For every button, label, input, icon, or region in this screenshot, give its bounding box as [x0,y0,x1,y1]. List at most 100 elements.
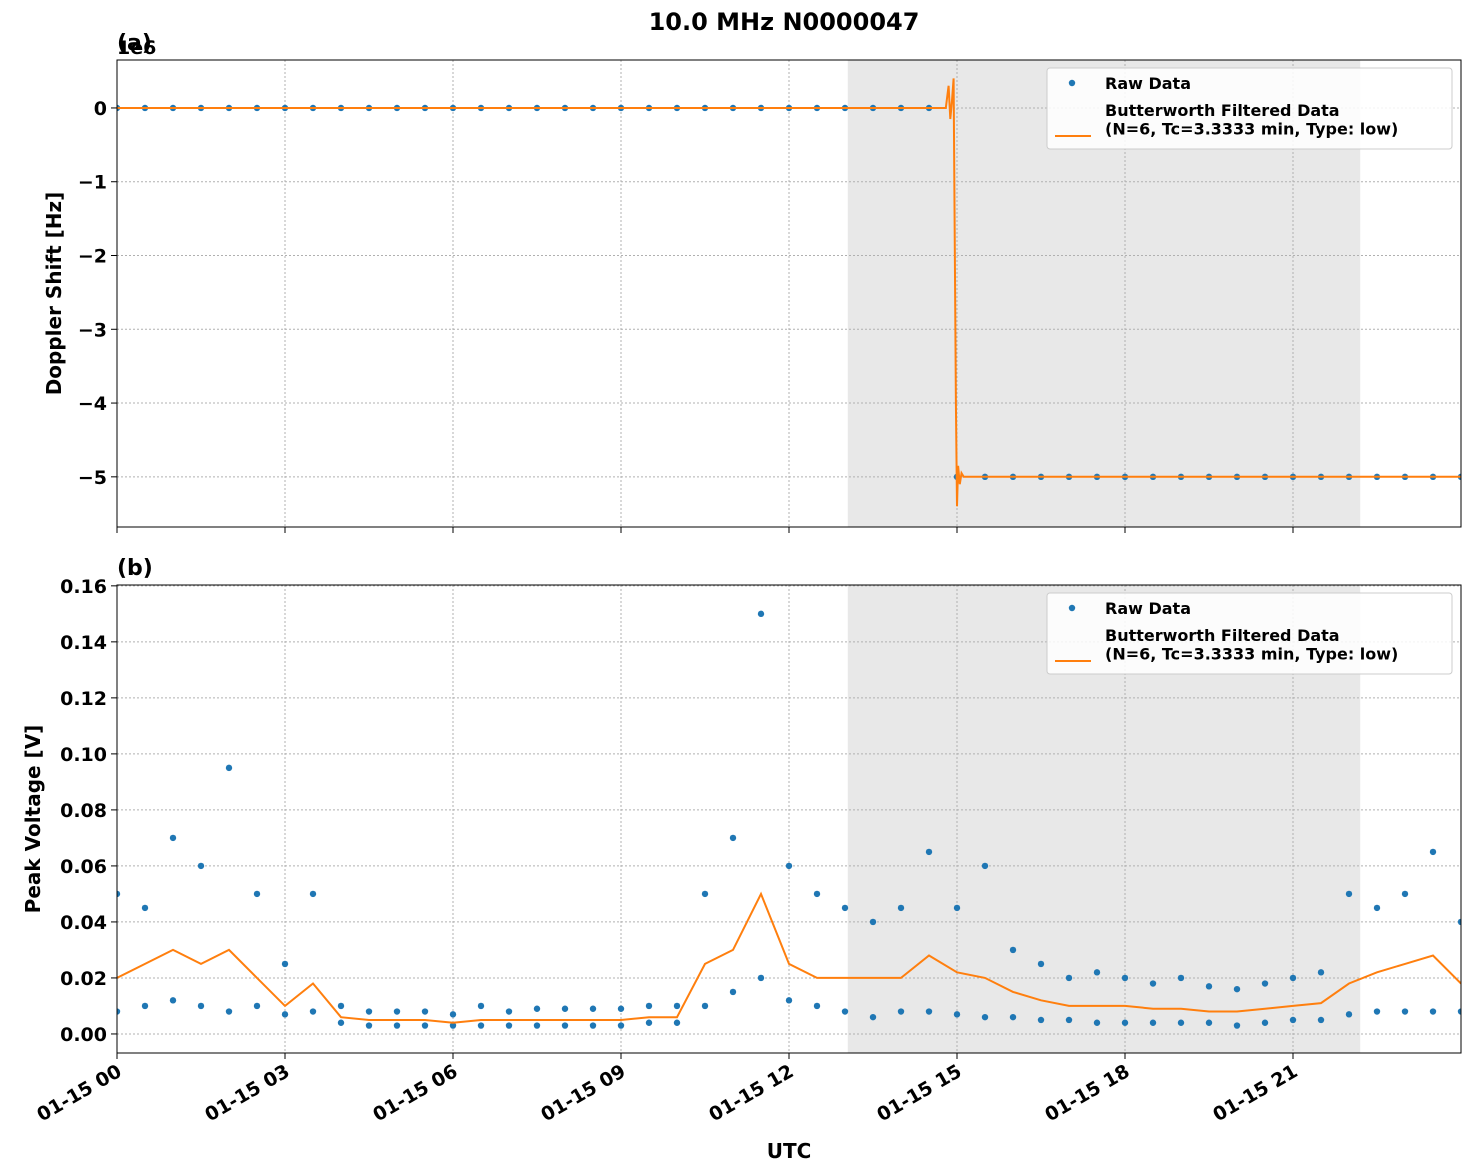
raw-point [477,1022,485,1029]
plot-area [117,78,1461,507]
raw-point [925,848,933,856]
raw-point [1149,980,1157,987]
raw-point [1037,1016,1045,1024]
raw-point [925,1008,933,1015]
x-tick-label: 01-15 03 [201,1060,293,1126]
y-tick-label: 0.12 [60,688,107,710]
legend-marker [1068,79,1076,87]
raw-point [897,1008,905,1015]
raw-point [281,1011,289,1018]
panel-label: (b) [117,556,153,581]
raw-point [841,1008,849,1015]
raw-point [1457,918,1461,926]
raw-point [841,904,849,912]
raw-point [365,1022,373,1029]
x-tick-label: 01-15 18 [1041,1060,1133,1126]
raw-point [617,1022,625,1029]
raw-point [1009,946,1017,954]
raw-point [1205,983,1213,990]
raw-point [1205,1019,1213,1026]
raw-point [505,1022,513,1029]
y-tick-label: 0.02 [60,968,107,990]
legend-label: Butterworth Filtered Data (N=6, Tc=3.3333… [1105,101,1398,138]
raw-point [1345,1011,1353,1018]
legend-box [1046,592,1453,675]
raw-point [1233,985,1241,993]
raw-point [645,1019,653,1026]
raw-point [1345,890,1353,898]
raw-point [757,610,765,618]
raw-point [421,1022,429,1029]
x-tick-label: 01-15 12 [705,1060,797,1126]
raw-point [1373,1008,1381,1015]
raw-point [1093,969,1101,976]
raw-point [1121,1019,1129,1026]
y-tick-label: 0 [94,98,107,120]
raw-point [953,904,961,912]
raw-point [869,918,877,926]
y-tick-label: 0.04 [60,912,107,934]
legend-marker [1068,604,1076,612]
plot-area [117,610,1461,1029]
y-tick-label: −4 [78,393,107,415]
legend-box [1046,67,1453,150]
raw-point [1317,1016,1325,1024]
raw-point [117,890,121,898]
raw-point [169,997,177,1004]
y-tick-label: −5 [78,467,107,489]
raw-point [1429,1008,1437,1015]
raw-point [169,834,177,842]
raw-point [673,1019,681,1026]
raw-point [1429,848,1437,856]
raw-point [1065,1016,1073,1024]
legend-label: Raw Data [1105,74,1191,93]
filtered-line [117,891,1461,1024]
raw-point [141,1002,149,1010]
raw-point [533,1005,541,1012]
raw-point [589,1022,597,1029]
raw-point [1177,1019,1185,1026]
raw-point [561,1005,569,1012]
raw-point [869,1013,877,1021]
y-tick-label: 0.14 [60,632,107,654]
raw-point [561,1022,569,1029]
x-tick-label: 01-15 06 [369,1060,461,1126]
raw-point [197,1002,205,1010]
offset-text: 1e6 [117,37,156,59]
raw-point [701,890,709,898]
raw-point [225,764,233,772]
raw-point [477,1002,485,1010]
raw-point [729,988,737,996]
raw-point [1289,974,1297,982]
y-tick-label: −2 [78,246,107,268]
raw-point [1121,974,1129,982]
raw-point [1037,960,1045,968]
raw-point [365,1008,373,1015]
raw-point [701,1002,709,1010]
raw-point [953,1011,961,1018]
raw-point [897,904,905,912]
raw-point [981,1013,989,1021]
raw-point [1317,969,1325,976]
y-tick-label: 0.10 [60,744,107,766]
raw-point [253,1002,261,1010]
raw-point [785,997,793,1004]
raw-point [449,1011,457,1018]
y-tick-label: −1 [78,172,107,194]
figure-title: 10.0 MHz N0000047 [649,8,920,36]
raw-point [1177,974,1185,982]
x-tick-label: 01-15 15 [873,1060,965,1126]
y-axis-label: Peak Voltage [V] [21,725,45,914]
raw-point [981,862,989,870]
raw-point [337,1019,345,1026]
raw-point [1261,980,1269,987]
raw-point [645,1002,653,1010]
raw-point [729,834,737,842]
axes-frame [116,59,1462,528]
raw-point [1401,1008,1409,1015]
raw-point [1233,1022,1241,1029]
raw-point [1149,1019,1157,1026]
raw-point [1373,904,1381,912]
raw-point [281,960,289,968]
raw-point [309,890,317,898]
